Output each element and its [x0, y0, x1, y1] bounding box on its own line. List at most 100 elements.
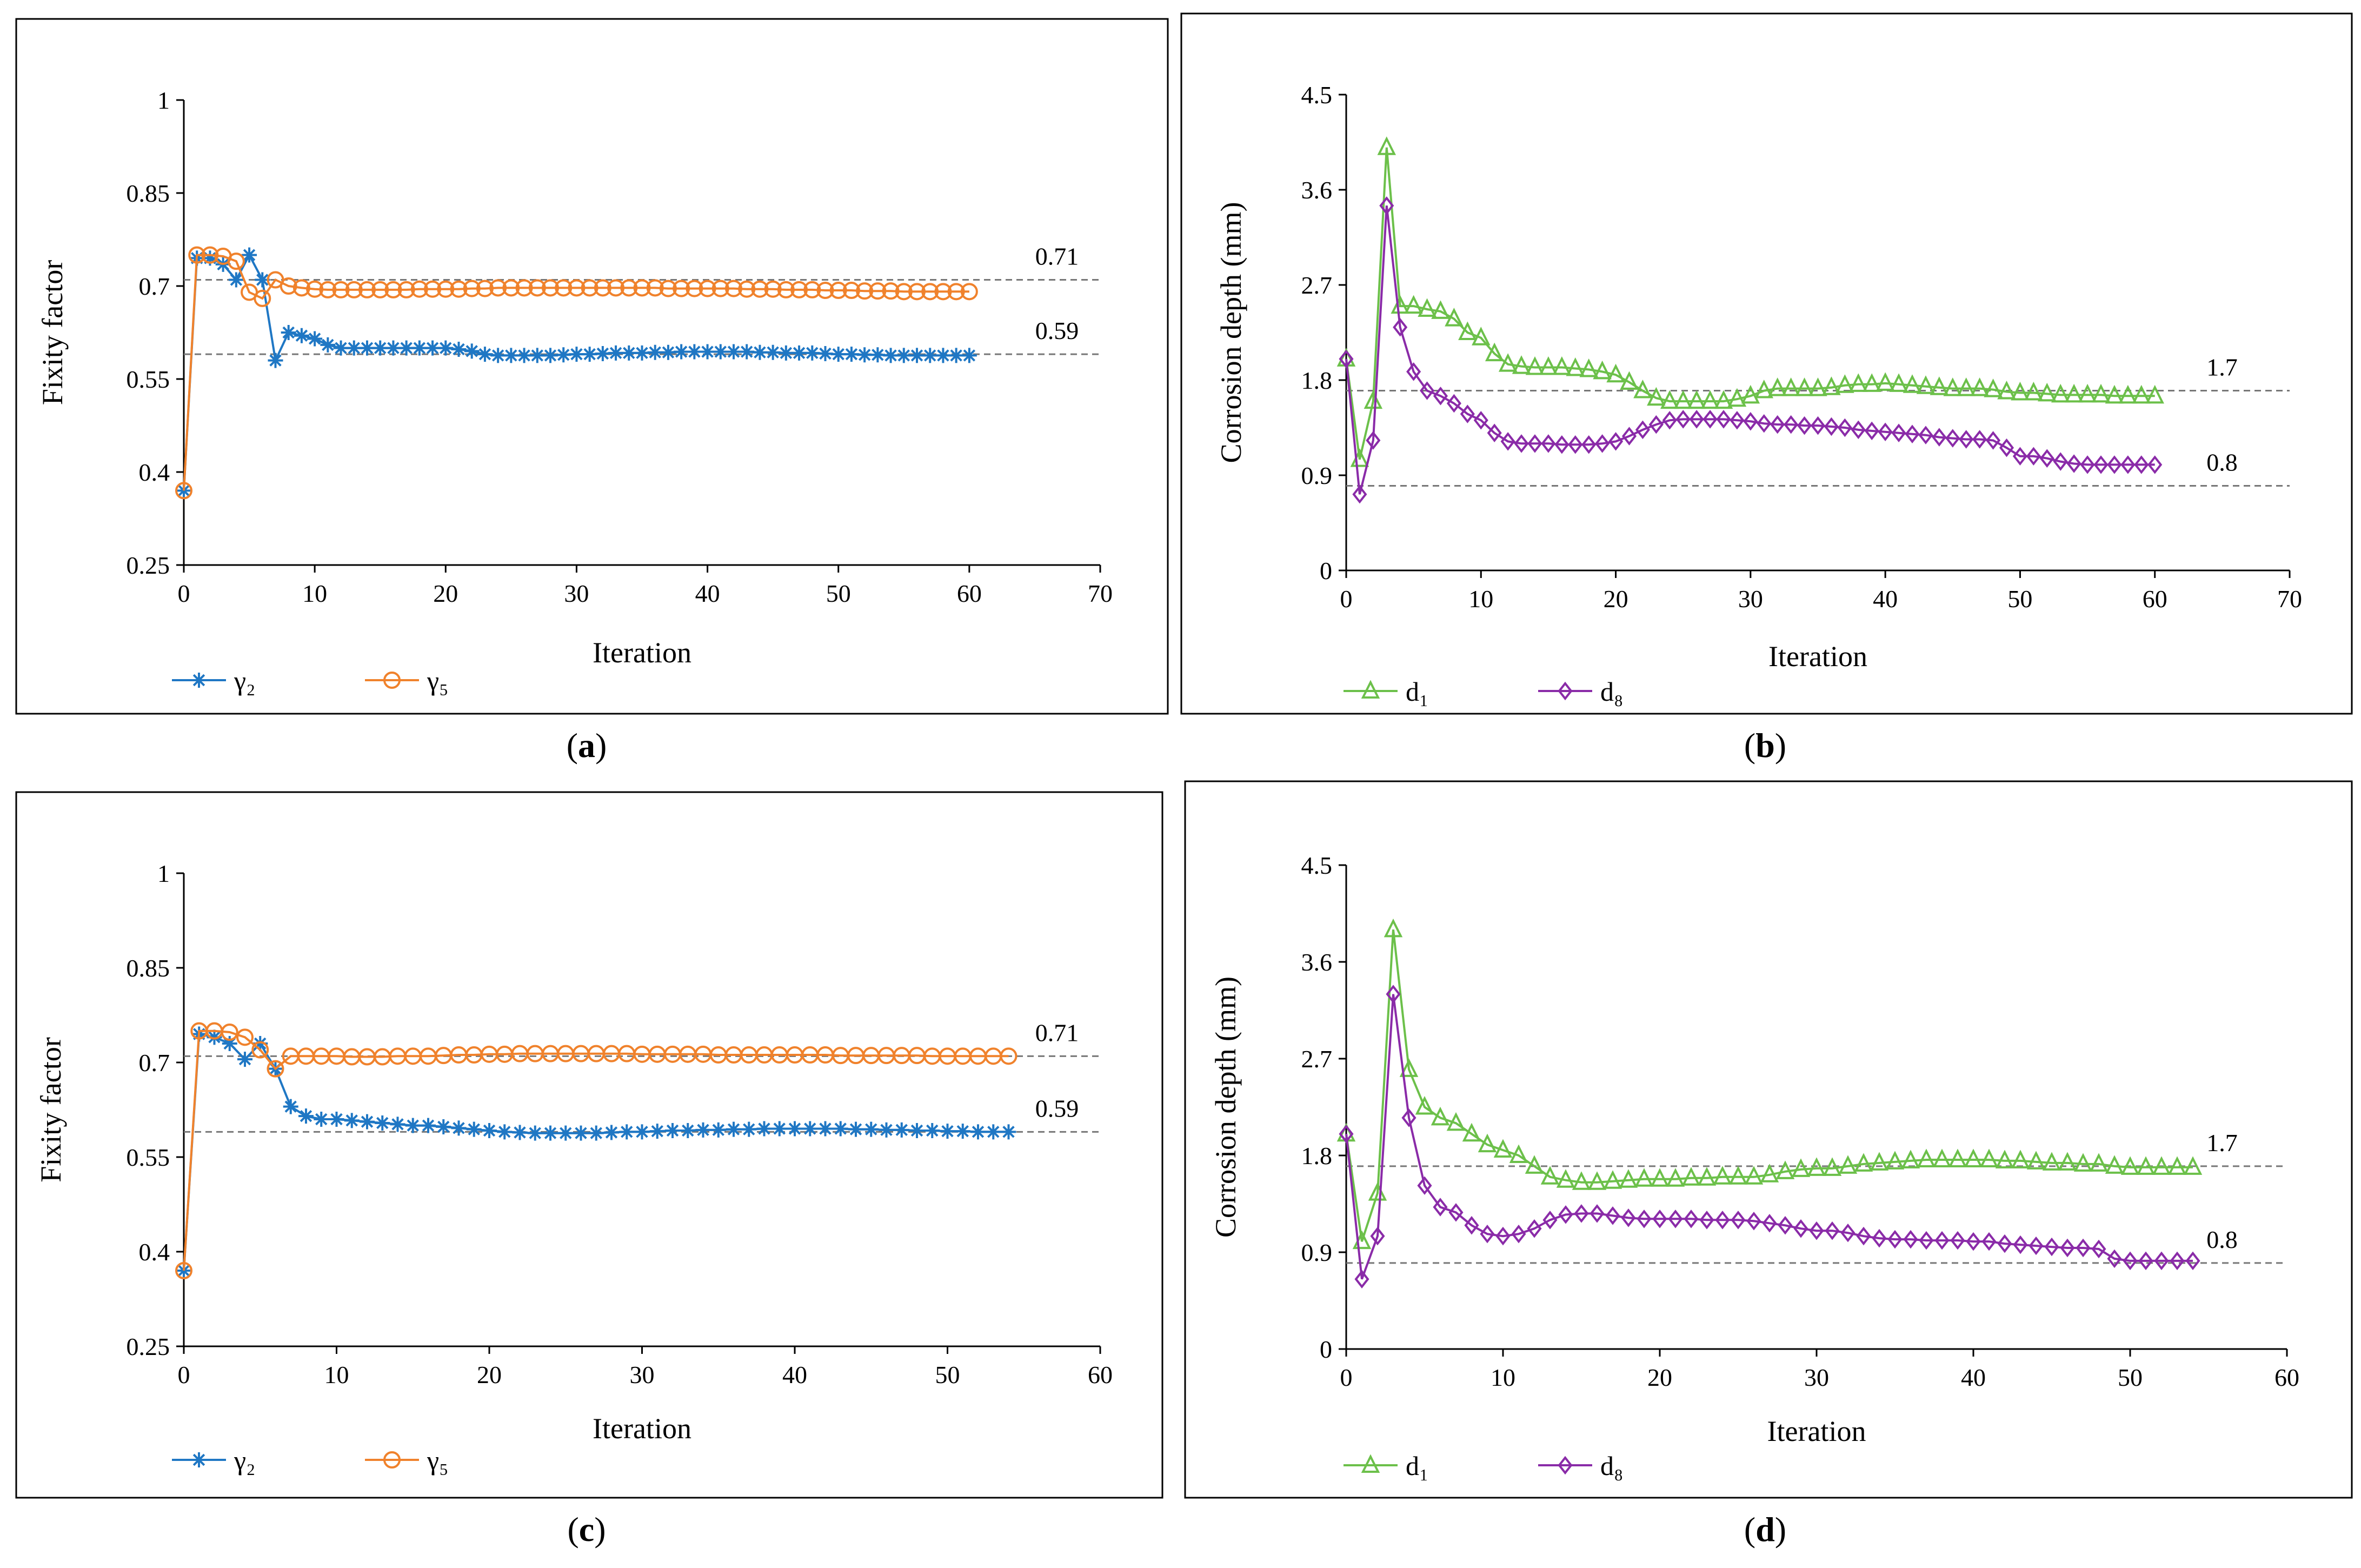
data-point — [1445, 308, 1464, 327]
data-point — [1687, 390, 1706, 409]
data-point — [2091, 383, 2111, 403]
data-point — [1775, 1160, 1795, 1179]
data-point — [306, 280, 324, 298]
data-point — [1891, 423, 1906, 443]
data-point — [621, 345, 637, 361]
data-point — [1797, 416, 1812, 435]
data-point — [451, 1120, 467, 1136]
data-point — [2107, 455, 2122, 474]
data-point — [1999, 438, 2014, 457]
data-point — [674, 344, 689, 360]
data-point — [346, 340, 362, 356]
data-point — [739, 344, 755, 360]
data-point — [405, 1118, 421, 1133]
x-tick-label: 10 — [324, 1361, 349, 1388]
data-point — [1487, 423, 1502, 443]
data-point — [1433, 1198, 1448, 1217]
data-point — [267, 1060, 284, 1078]
series-line — [1345, 994, 2193, 1280]
data-point — [1856, 1226, 1871, 1246]
data-point — [870, 347, 886, 363]
data-point — [332, 281, 350, 298]
data-point — [1552, 356, 1572, 375]
data-point — [751, 280, 769, 298]
data-point — [833, 1121, 848, 1137]
data-point — [1689, 410, 1704, 429]
data-point — [948, 348, 964, 363]
data-point — [568, 279, 586, 297]
data-point — [516, 348, 532, 363]
data-point — [1795, 377, 1814, 396]
data-point — [436, 1119, 451, 1134]
data-point — [726, 344, 741, 360]
data-point — [320, 337, 336, 353]
data-point — [1903, 374, 1922, 393]
data-point — [802, 1121, 818, 1137]
series-triangle — [1336, 136, 2164, 467]
data-point — [1587, 1171, 1607, 1190]
data-point — [935, 348, 951, 363]
legend-marker — [1361, 1454, 1380, 1473]
data-point — [1606, 363, 1625, 383]
data-point — [294, 328, 309, 343]
data-point — [424, 280, 442, 298]
data-point — [1854, 1153, 1873, 1172]
data-point — [608, 345, 624, 361]
data-point — [1589, 1204, 1605, 1223]
data-point — [1581, 435, 1597, 454]
data-point — [803, 281, 821, 298]
data-point — [252, 1036, 268, 1051]
data-point — [558, 1125, 574, 1141]
data-point — [1932, 1148, 1952, 1167]
data-point — [1728, 1166, 1748, 1185]
data-point — [843, 347, 859, 362]
reference-line-label: 1.7 — [2206, 354, 2238, 381]
data-point — [333, 340, 349, 356]
data-point — [908, 283, 926, 301]
data-point — [752, 344, 768, 360]
data-point — [2123, 1251, 2138, 1271]
data-point — [883, 348, 899, 363]
panel-caption: (c) — [567, 1510, 606, 1549]
x-tick-label: 30 — [564, 580, 589, 607]
data-point — [228, 272, 244, 288]
x-tick-label: 0 — [178, 1361, 190, 1388]
data-point — [1462, 1122, 1481, 1142]
data-point — [543, 348, 558, 363]
data-point — [1647, 387, 1666, 406]
data-point — [1668, 1210, 1683, 1228]
legend-label: d₈ — [1600, 1451, 1623, 1481]
data-point — [375, 1115, 390, 1131]
data-point — [1633, 380, 1652, 398]
data-point — [543, 1125, 558, 1141]
legend-label: d₈ — [1600, 676, 1623, 707]
y-tick-label: 0.7 — [139, 273, 170, 300]
data-point — [1446, 1112, 1466, 1131]
data-point — [1887, 1230, 1903, 1249]
data-point — [1838, 1155, 1858, 1174]
data-point — [1525, 1155, 1544, 1174]
data-point — [1662, 411, 1677, 430]
data-point — [787, 1121, 802, 1137]
data-point — [425, 340, 441, 356]
legend-label: γ₂ — [234, 1445, 256, 1476]
y-tick-label: 4.5 — [1301, 81, 1333, 109]
data-point — [2026, 1151, 2046, 1170]
data-point — [1713, 1166, 1732, 1185]
data-point — [778, 345, 794, 361]
data-point — [925, 1123, 940, 1138]
data-point — [450, 280, 468, 298]
data-point — [490, 348, 506, 363]
data-point — [1972, 430, 1987, 449]
data-point — [1823, 1157, 1842, 1176]
data-point — [947, 283, 965, 301]
data-point — [344, 1113, 360, 1128]
data-point — [1684, 1210, 1699, 1228]
data-point — [711, 280, 729, 297]
data-point — [961, 348, 977, 363]
y-axis-label: Fixity factor — [35, 1037, 67, 1182]
data-point — [1595, 434, 1610, 453]
x-tick-label: 40 — [782, 1361, 807, 1388]
data-point — [1527, 1219, 1542, 1238]
